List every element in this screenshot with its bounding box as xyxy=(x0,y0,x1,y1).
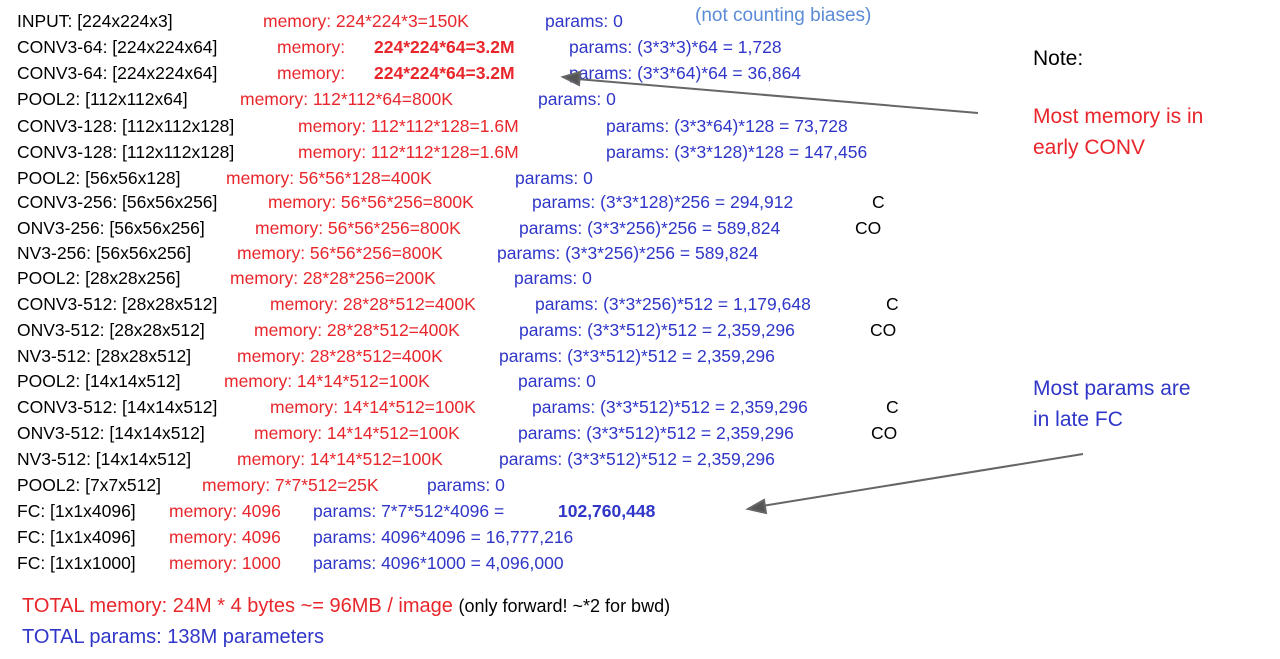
memory-value: memory: 56*56*256=800K xyxy=(255,218,461,238)
memory-value: memory: 56*56*256=800K xyxy=(268,192,474,212)
params-value: params: 0 xyxy=(515,168,593,188)
layer-label: CONV3-64: [224x224x64] xyxy=(17,63,218,83)
memory-value: memory: 7*7*512=25K xyxy=(202,475,379,495)
layer-label: CONV3-512: [28x28x512] xyxy=(17,294,218,314)
params-value: params: (3*3*128)*256 = 294,912 xyxy=(532,192,794,212)
memory-arrow-line xyxy=(576,78,979,114)
memory-value: memory: 4096 xyxy=(169,501,281,521)
memory-value: memory: 56*56*128=400K xyxy=(226,168,432,188)
params-value: params: (3*3*128)*128 = 147,456 xyxy=(606,142,868,162)
params-value: params: (3*3*64)*128 = 73,728 xyxy=(606,116,848,136)
total-params: TOTAL params: 138M parameters xyxy=(22,626,324,648)
memory-value: memory: 14*14*512=100K xyxy=(237,449,443,469)
memory-value: memory: 28*28*512=400K xyxy=(254,320,460,340)
memory-note-line-1: Most memory is in xyxy=(1033,105,1204,128)
layer-label: POOL2: [112x112x64] xyxy=(17,89,188,109)
row-tail-text: CO xyxy=(855,218,882,238)
memory-value: memory: 112*112*128=1.6M xyxy=(298,142,519,162)
params-value: params: (3*3*256)*512 = 1,179,648 xyxy=(535,294,811,314)
memory-arrow-head xyxy=(560,70,582,87)
params-value: params: (3*3*256)*256 = 589,824 xyxy=(519,218,781,238)
memory-note-line-2: early CONV xyxy=(1033,136,1146,159)
annotation-not-counting-biases: (not counting biases) xyxy=(695,5,872,26)
params-value: params: (3*3*512)*512 = 2,359,296 xyxy=(499,346,775,366)
layer-label: FC: [1x1x4096] xyxy=(17,501,136,521)
layer-label: NV3-256: [56x56x256] xyxy=(17,243,192,263)
params-value: 102,760,448 xyxy=(558,501,656,521)
params-arrow-head xyxy=(745,498,768,515)
memory-label: memory: xyxy=(277,63,346,83)
params-value: params: (3*3*512)*512 = 2,359,296 xyxy=(518,423,794,443)
memory-value: memory: 14*14*512=100K xyxy=(270,397,476,417)
layer-label: POOL2: [56x56x128] xyxy=(17,168,181,188)
layer-label: CONV3-64: [224x224x64] xyxy=(17,37,218,57)
memory-value: memory: 1000 xyxy=(169,553,281,573)
params-value: params: (3*3*64)*64 = 36,864 xyxy=(569,63,802,83)
layer-label: CONV3-512: [14x14x512] xyxy=(17,397,218,417)
memory-value: memory: 28*28*256=200K xyxy=(230,268,436,288)
layer-label: CONV3-128: [112x112x128] xyxy=(17,116,235,136)
memory-value: memory: 28*28*512=400K xyxy=(237,346,443,366)
params-value: params: 4096*4096 = 16,777,216 xyxy=(313,527,574,547)
params-value: params: 0 xyxy=(518,371,596,391)
params-value: params: (3*3*256)*256 = 589,824 xyxy=(497,243,759,263)
params-value: params: (3*3*512)*512 = 2,359,296 xyxy=(532,397,808,417)
row-tail-text: C xyxy=(886,294,899,314)
total-memory-note: (only forward! ~*2 for bwd) xyxy=(458,596,671,616)
layer-label: ONV3-512: [14x14x512] xyxy=(17,423,205,443)
memory-value: memory: 28*28*512=400K xyxy=(270,294,476,314)
layer-label: POOL2: [14x14x512] xyxy=(17,371,181,391)
memory-value: memory: 112*112*128=1.6M xyxy=(298,116,519,136)
layer-label: ONV3-512: [28x28x512] xyxy=(17,320,205,340)
memory-value: 224*224*64=3.2M xyxy=(374,37,515,57)
layer-label: FC: [1x1x4096] xyxy=(17,527,136,547)
memory-value: memory: 112*112*64=800K xyxy=(240,89,453,109)
params-value: params: 0 xyxy=(545,11,623,31)
memory-value: memory: 4096 xyxy=(169,527,281,547)
row-tail-text: C xyxy=(886,397,899,417)
params-value: params: 0 xyxy=(538,89,616,109)
layer-label: INPUT: [224x224x3] xyxy=(17,11,173,31)
memory-value: memory: 56*56*256=800K xyxy=(237,243,443,263)
layer-label: NV3-512: [28x28x512] xyxy=(17,346,192,366)
params-value: params: (3*3*512)*512 = 2,359,296 xyxy=(499,449,775,469)
row-tail-text: CO xyxy=(870,320,897,340)
params-value: params: (3*3*512)*512 = 2,359,296 xyxy=(519,320,795,340)
layer-label: CONV3-256: [56x56x256] xyxy=(17,192,218,212)
layer-label: POOL2: [7x7x512] xyxy=(17,475,161,495)
params-note-line-1: Most params are xyxy=(1033,377,1191,400)
layer-label: ONV3-256: [56x56x256] xyxy=(17,218,205,238)
total-memory-line: TOTAL memory: 24M * 4 bytes ~= 96MB / im… xyxy=(22,596,670,616)
memory-value: memory: 14*14*512=100K xyxy=(254,423,460,443)
layer-label: FC: [1x1x1000] xyxy=(17,553,136,573)
layer-label: NV3-512: [14x14x512] xyxy=(17,449,192,469)
row-tail-text: CO xyxy=(871,423,898,443)
params-value: params: 4096*1000 = 4,096,000 xyxy=(313,553,564,573)
note-label: Note: xyxy=(1033,47,1084,70)
params-value: params: 0 xyxy=(514,268,592,288)
params-note-line-2: in late FC xyxy=(1033,408,1123,431)
params-prefix: params: 7*7*512*4096 = xyxy=(313,501,505,521)
memory-value: memory: 224*224*3=150K xyxy=(263,11,469,31)
params-value: params: 0 xyxy=(427,475,505,495)
memory-value: 224*224*64=3.2M xyxy=(374,63,515,83)
row-tail-text: C xyxy=(872,192,885,212)
params-arrow-line xyxy=(761,453,1084,507)
memory-label: memory: xyxy=(277,37,346,57)
layer-label: POOL2: [28x28x256] xyxy=(17,268,181,288)
memory-value: memory: 14*14*512=100K xyxy=(224,371,430,391)
layer-label: CONV3-128: [112x112x128] xyxy=(17,142,235,162)
params-value: params: (3*3*3)*64 = 1,728 xyxy=(569,37,782,57)
total-memory: TOTAL memory: 24M * 4 bytes ~= 96MB / im… xyxy=(22,595,453,617)
